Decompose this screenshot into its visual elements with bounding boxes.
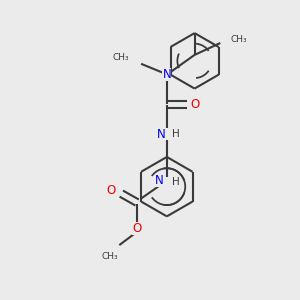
Text: H: H (172, 129, 179, 139)
Text: CH₃: CH₃ (112, 53, 129, 62)
Text: O: O (133, 222, 142, 235)
Text: N: N (163, 68, 171, 81)
Text: CH₃: CH₃ (101, 251, 118, 260)
Text: CH₃: CH₃ (230, 34, 247, 43)
Text: N: N (154, 174, 163, 187)
Text: O: O (107, 184, 116, 197)
Text: N: N (157, 128, 165, 141)
Text: H: H (172, 177, 179, 187)
Text: O: O (190, 98, 199, 111)
